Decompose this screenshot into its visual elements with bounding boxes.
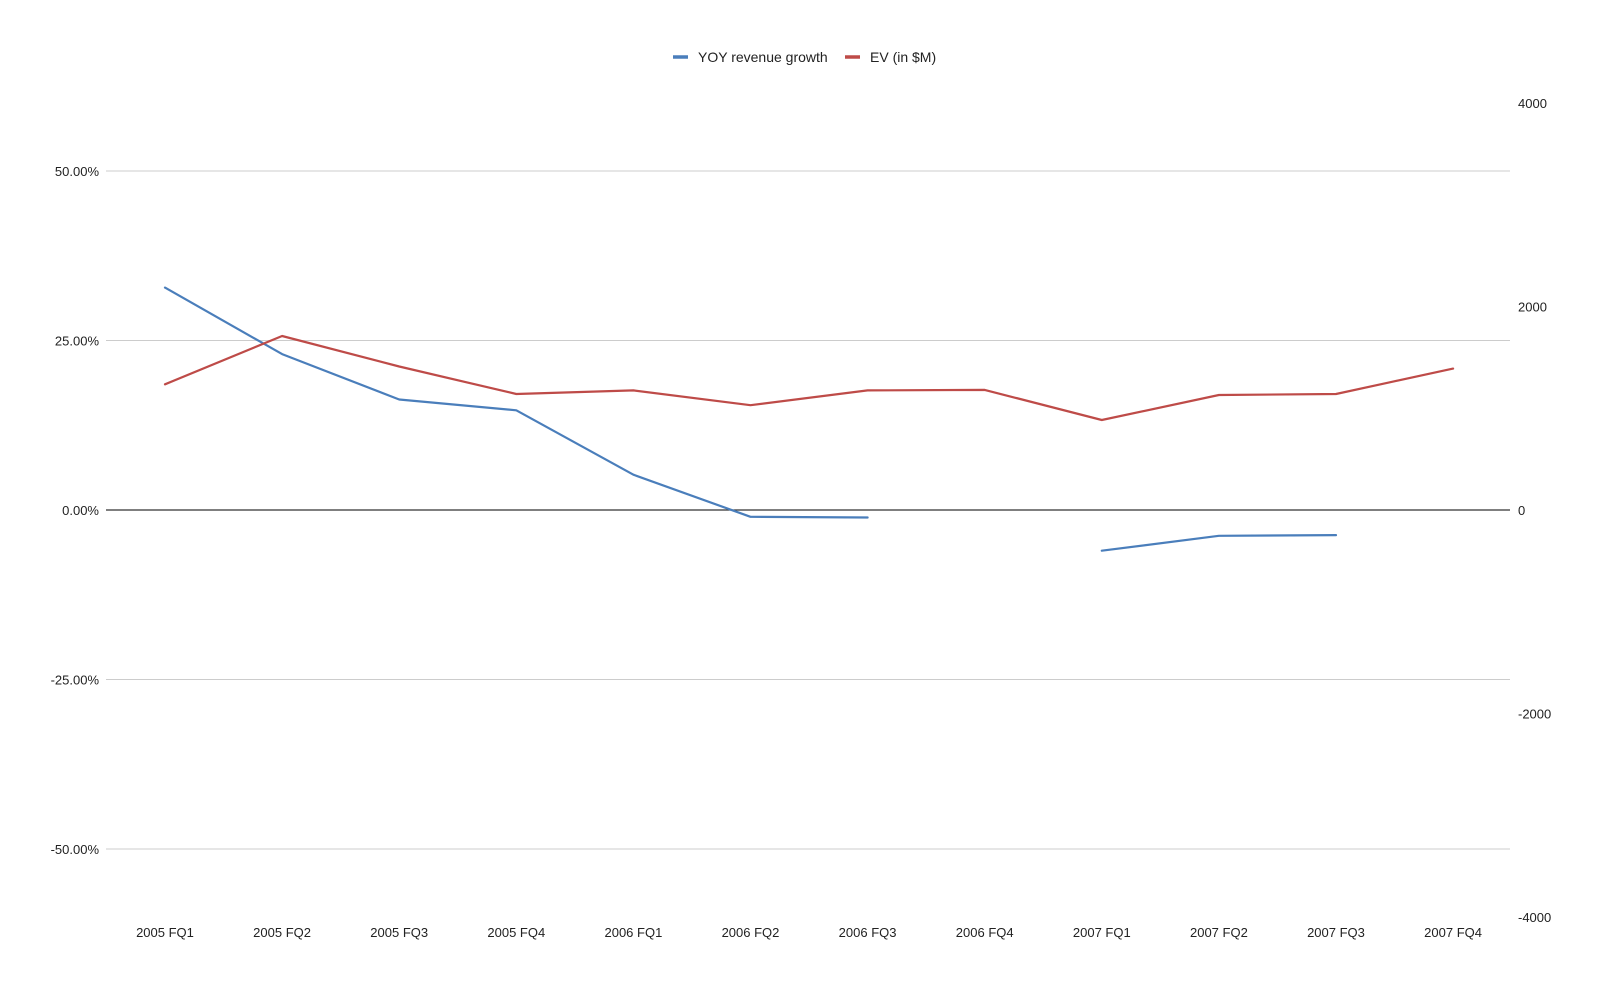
- legend-label: EV (in $M): [870, 49, 936, 65]
- right-tick-label: -4000: [1518, 910, 1551, 925]
- x-tick-label: 2005 FQ3: [370, 925, 428, 940]
- series-yoy-revenue-growth: [163, 286, 1338, 552]
- x-tick-label: 2005 FQ1: [136, 925, 194, 940]
- left-tick-label: 50.00%: [55, 164, 100, 179]
- x-tick-label: 2007 FQ4: [1424, 925, 1482, 940]
- series-lines: [163, 286, 1455, 552]
- x-tick-label: 2006 FQ2: [722, 925, 780, 940]
- x-tick-label: 2006 FQ3: [839, 925, 897, 940]
- right-axis-tick-labels: 4000 2000 0 -2000 -4000: [1518, 96, 1551, 925]
- series-ev: [163, 334, 1455, 422]
- left-tick-label: -25.00%: [51, 673, 100, 688]
- x-tick-label: 2006 FQ4: [956, 925, 1014, 940]
- x-tick-label: 2005 FQ2: [253, 925, 311, 940]
- x-tick-label: 2007 FQ1: [1073, 925, 1131, 940]
- left-tick-label: 0.00%: [62, 503, 99, 518]
- legend: YOY revenue growth EV (in $M): [673, 49, 936, 65]
- legend-label: YOY revenue growth: [698, 49, 828, 65]
- right-tick-label: 0: [1518, 503, 1525, 518]
- x-tick-label: 2007 FQ3: [1307, 925, 1365, 940]
- x-axis-tick-labels: 2005 FQ1 2005 FQ2 2005 FQ3 2005 FQ4 2006 FQ1…: [136, 925, 1482, 940]
- left-tick-label: -50.00%: [51, 842, 100, 857]
- right-tick-label: 4000: [1518, 96, 1547, 111]
- x-tick-label: 2007 FQ2: [1190, 925, 1248, 940]
- left-axis-tick-labels: 50.00% 25.00% 0.00% -25.00% -50.00%: [51, 164, 100, 857]
- series-line-segment: [163, 334, 1455, 422]
- left-tick-label: 25.00%: [55, 334, 100, 349]
- x-tick-label: 2006 FQ1: [604, 925, 662, 940]
- right-tick-label: -2000: [1518, 707, 1551, 722]
- series-line-segment: [163, 286, 869, 519]
- series-line-segment: [1100, 533, 1338, 552]
- x-tick-label: 2005 FQ4: [487, 925, 545, 940]
- right-tick-label: 2000: [1518, 300, 1547, 315]
- gridlines: [106, 170, 1510, 850]
